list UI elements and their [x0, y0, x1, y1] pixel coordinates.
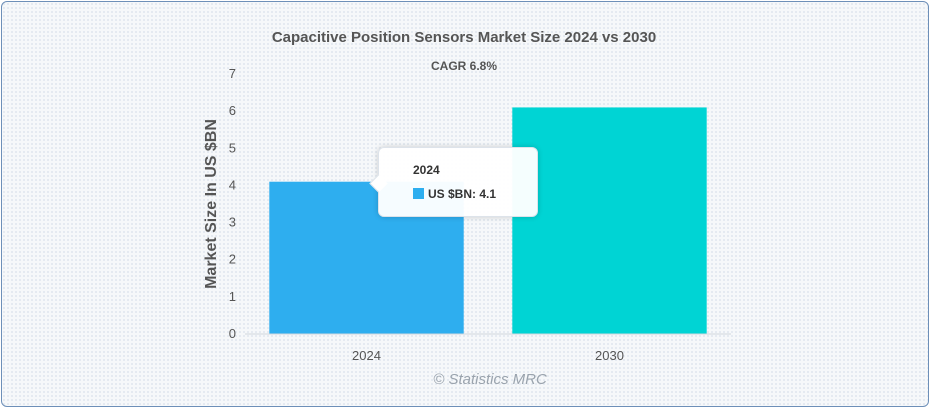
tooltip-row: US $BN: 4.1: [413, 187, 496, 201]
x-tick-label: 2030: [595, 348, 624, 363]
chart-subtitle: CAGR 6.8%: [431, 59, 497, 73]
bar-2030[interactable]: [512, 107, 707, 334]
y-axis-ticks: 0 1 2 3 4 5 6 7: [229, 66, 236, 341]
bar-tooltip: 2024 US $BN: 4.1: [369, 147, 538, 217]
y-tick-label: 6: [229, 103, 236, 118]
y-tick-label: 1: [229, 289, 236, 304]
y-tick-label: 0: [229, 326, 236, 341]
tooltip-value: 4.1: [479, 187, 497, 201]
y-tick-label: 7: [229, 66, 236, 81]
bars: [269, 107, 707, 334]
tooltip-swatch: [413, 188, 424, 199]
y-tick-label: 4: [229, 177, 236, 192]
x-tick-label: 2024: [352, 348, 381, 363]
tooltip-title: 2024: [413, 163, 440, 177]
y-tick-label: 5: [229, 140, 236, 155]
y-tick-label: 2: [229, 252, 236, 267]
chart-title: Capacitive Position Sensors Market Size …: [272, 29, 656, 46]
tooltip-series-label: US $BN: [428, 187, 473, 201]
watermark: © Statistics MRC: [433, 371, 547, 388]
y-axis-label: Market Size In US $BN: [203, 119, 220, 289]
y-tick-label: 3: [229, 215, 236, 230]
x-axis-ticks: 2024 2030: [352, 348, 624, 363]
